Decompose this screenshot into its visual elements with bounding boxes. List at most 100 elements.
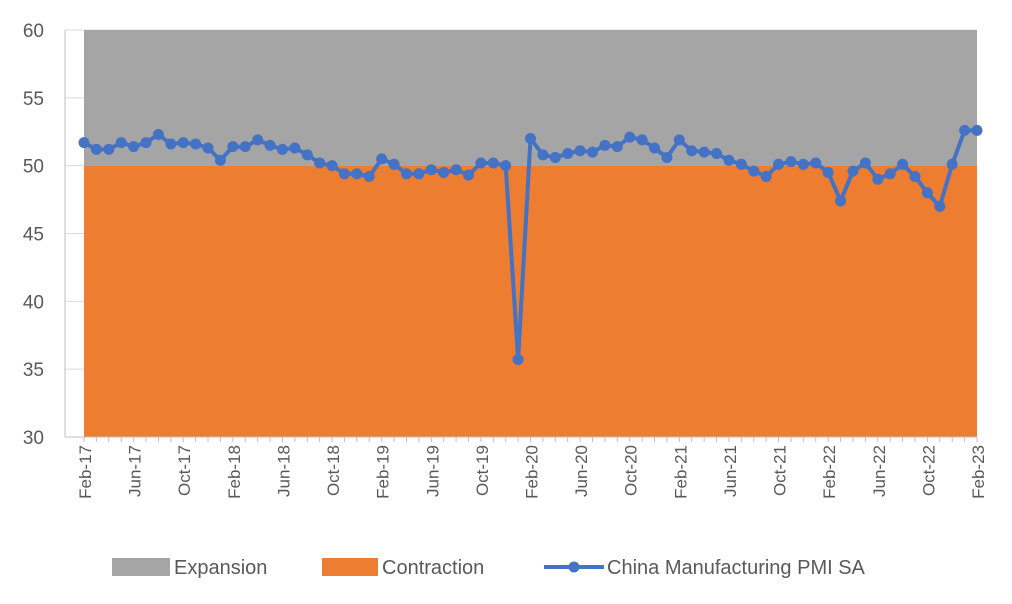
- data-point: [537, 149, 549, 161]
- data-point: [115, 137, 127, 149]
- x-tick-label: Feb-17: [76, 445, 95, 499]
- data-point: [946, 158, 958, 170]
- y-tick-label: 55: [23, 89, 44, 110]
- x-tick-label: Feb-23: [969, 445, 988, 499]
- data-point: [413, 168, 425, 180]
- data-point: [760, 171, 772, 183]
- x-tick-label: Jun-19: [423, 445, 442, 497]
- data-point: [549, 152, 561, 164]
- data-point: [462, 169, 474, 181]
- y-tick-label: 35: [23, 360, 44, 381]
- data-point: [934, 200, 946, 212]
- contraction-area: [84, 165, 977, 437]
- data-point: [425, 164, 437, 176]
- legend-label-series: China Manufacturing PMI SA: [607, 557, 866, 579]
- data-point: [388, 158, 400, 170]
- data-point: [289, 142, 301, 154]
- x-tick-label: Oct-17: [175, 445, 194, 496]
- data-point: [264, 139, 276, 151]
- data-point: [698, 146, 710, 158]
- data-point: [351, 168, 363, 180]
- x-tick-label: Oct-18: [324, 445, 343, 496]
- x-tick-label: Feb-20: [523, 445, 542, 499]
- x-tick-label: Jun-18: [274, 445, 293, 497]
- data-point: [438, 166, 450, 178]
- plot-area: 60 55 50 45 40 35 30 Feb-17 Jun-17 Oct-17 Feb-18 J…: [23, 21, 988, 499]
- data-point: [376, 153, 388, 165]
- data-point: [636, 134, 648, 146]
- data-point: [959, 124, 971, 136]
- data-point: [723, 154, 735, 166]
- y-tick-label: 30: [23, 428, 44, 449]
- legend: Expansion Contraction China Manufacturin…: [112, 557, 866, 579]
- x-tick-label: Jun-17: [126, 445, 145, 497]
- data-point: [810, 157, 822, 169]
- data-point: [177, 137, 189, 149]
- data-point: [326, 160, 338, 172]
- y-tick-label: 60: [23, 21, 44, 42]
- legend-marker-series: [568, 561, 580, 573]
- y-tick-label: 45: [23, 225, 44, 246]
- data-point: [599, 139, 611, 151]
- data-point: [525, 133, 536, 145]
- data-point: [190, 138, 202, 150]
- data-point: [128, 141, 140, 153]
- y-axis-ticks: 60 55 50 45 40 35 30: [23, 21, 44, 449]
- data-point: [450, 164, 462, 176]
- axes: [64, 30, 977, 438]
- legend-swatch-expansion: [112, 558, 170, 576]
- x-axis-ticks: Feb-17 Jun-17 Oct-17 Feb-18 Jun-18 Oct-18 Feb-…: [76, 437, 988, 499]
- data-point: [797, 158, 809, 170]
- data-point: [165, 138, 177, 150]
- x-tick-label: Oct-22: [919, 445, 938, 496]
- data-point: [711, 147, 723, 159]
- data-point: [227, 141, 239, 153]
- data-point: [152, 128, 164, 140]
- data-point: [276, 143, 288, 155]
- data-point: [611, 141, 623, 153]
- data-point: [400, 168, 412, 180]
- data-point: [735, 158, 747, 170]
- data-point: [971, 124, 983, 136]
- x-tick-label: Feb-21: [671, 445, 690, 499]
- data-point: [487, 157, 499, 169]
- data-point: [587, 146, 599, 158]
- x-tick-label: Feb-22: [820, 445, 839, 499]
- data-point: [214, 154, 226, 166]
- data-point: [301, 149, 313, 161]
- pmi-series-points: [78, 124, 983, 366]
- data-point: [897, 158, 909, 170]
- x-tick-label: Oct-20: [622, 445, 641, 496]
- data-point: [872, 173, 884, 185]
- legend-label-contraction: Contraction: [382, 557, 484, 579]
- data-point: [624, 131, 636, 143]
- x-tick-label: Jun-22: [870, 445, 889, 497]
- x-tick-label: Jun-21: [721, 445, 740, 497]
- data-point: [835, 195, 847, 207]
- data-point: [649, 142, 661, 154]
- data-point: [909, 171, 921, 183]
- data-point: [847, 165, 859, 177]
- data-point: [500, 160, 512, 172]
- data-point: [363, 171, 375, 183]
- data-point: [103, 143, 115, 155]
- data-point: [921, 187, 933, 199]
- data-point: [661, 152, 673, 164]
- data-point: [90, 143, 102, 155]
- data-point: [785, 156, 797, 168]
- x-tick-label: Jun-20: [572, 445, 591, 497]
- data-point: [748, 165, 760, 177]
- data-point: [475, 157, 487, 169]
- data-point: [822, 166, 834, 178]
- legend-swatch-contraction: [322, 558, 378, 576]
- data-point: [673, 134, 685, 146]
- data-point: [140, 137, 152, 149]
- y-tick-label: 50: [23, 157, 44, 178]
- x-tick-label: Oct-19: [473, 445, 492, 496]
- x-tick-label: Oct-21: [771, 445, 790, 496]
- data-point: [562, 147, 574, 159]
- data-point: [884, 168, 896, 180]
- x-tick-label: Feb-18: [225, 445, 244, 499]
- data-point: [859, 157, 871, 169]
